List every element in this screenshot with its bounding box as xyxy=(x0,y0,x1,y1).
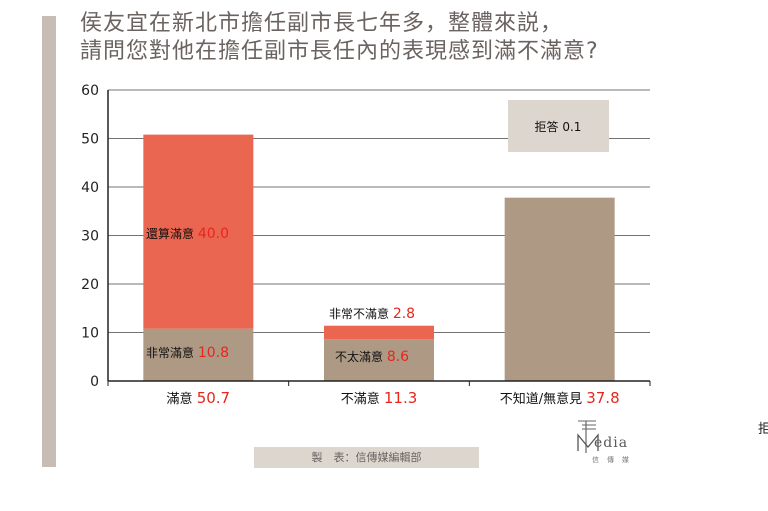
y-tick-label: 0 xyxy=(90,374,99,390)
y-tick-label: 10 xyxy=(81,326,99,342)
accent-side-bar xyxy=(42,16,56,467)
segment-label-upper: 還算滿意 40.0 xyxy=(146,226,229,242)
category-total: 37.8 xyxy=(586,389,619,407)
bar-segment xyxy=(143,134,254,329)
x-category-label: 滿意 50.7 xyxy=(167,389,231,407)
annotation-value: 0.1 xyxy=(562,120,581,134)
segment-value: 2.8 xyxy=(393,306,415,322)
bar-segment xyxy=(324,339,434,381)
y-tick-label: 40 xyxy=(81,180,99,196)
category-total: 11.3 xyxy=(384,389,417,407)
segment-value: 40.0 xyxy=(198,226,229,242)
segment-value: 10.8 xyxy=(198,345,229,361)
bar-segment xyxy=(143,328,254,381)
annotation-label: 拒答 xyxy=(535,119,563,134)
segment-label: 非常滿意 xyxy=(146,345,198,360)
data-labels: 滿意 50.7 不滿意 11.3 不知道/無意見 37.8 還算滿意 40.0 非常滿意… xyxy=(146,100,620,407)
y-tick-label: 60 xyxy=(81,83,99,99)
category-name: 不知道/無意見 xyxy=(500,391,587,407)
logo-mark-icon xyxy=(577,420,599,453)
bar-segment xyxy=(504,197,615,381)
x-category-label: 不知道/無意見 37.8 xyxy=(500,389,620,407)
segment-label-lower: 非常滿意 10.8 xyxy=(146,345,229,361)
segment-value: 8.6 xyxy=(387,349,409,365)
annotation-text: 拒答 0.1 xyxy=(535,119,582,134)
y-tick-label: 20 xyxy=(81,277,99,293)
segment-label-lower: 不太滿意 8.6 xyxy=(335,349,409,365)
logo-wordmark: edia xyxy=(594,435,629,451)
chart-title-line-2: 請問您對他在擔任副市長任內的表現感到滿不滿意? xyxy=(80,39,599,64)
bars xyxy=(143,134,615,381)
y-tick-label: 50 xyxy=(81,132,99,148)
chart-title-line-1: 侯友宜在新北市擔任副市長七年多，整體來説， xyxy=(80,11,564,36)
logo-subtitle: 信傳媒 xyxy=(592,456,637,464)
category-name: 不滿意 xyxy=(341,391,384,407)
chart-title: 侯友宜在新北市擔任副市長七年多，整體來説， 請問您對他在擔任副市長任內的表現感到… xyxy=(80,10,599,66)
cropped-edge-text: 拒 xyxy=(758,422,768,437)
segment-label-upper: 非常不滿意 2.8 xyxy=(329,306,415,322)
annotation-box xyxy=(508,100,609,152)
segment-label: 不太滿意 xyxy=(335,349,387,364)
segment-label: 非常不滿意 xyxy=(329,306,393,321)
category-total: 50.7 xyxy=(197,389,230,407)
axes: 0 10 20 30 40 50 60 xyxy=(81,83,651,390)
category-name: 滿意 xyxy=(167,391,197,407)
x-category-label: 不滿意 11.3 xyxy=(341,389,418,407)
segment-label: 還算滿意 xyxy=(146,226,198,241)
y-tick-label: 30 xyxy=(81,229,99,245)
source-credit: 製 表：信傳媒編輯部 xyxy=(254,447,479,468)
media-logo: edia 信傳媒 xyxy=(574,417,664,467)
bar-segment xyxy=(324,325,434,340)
